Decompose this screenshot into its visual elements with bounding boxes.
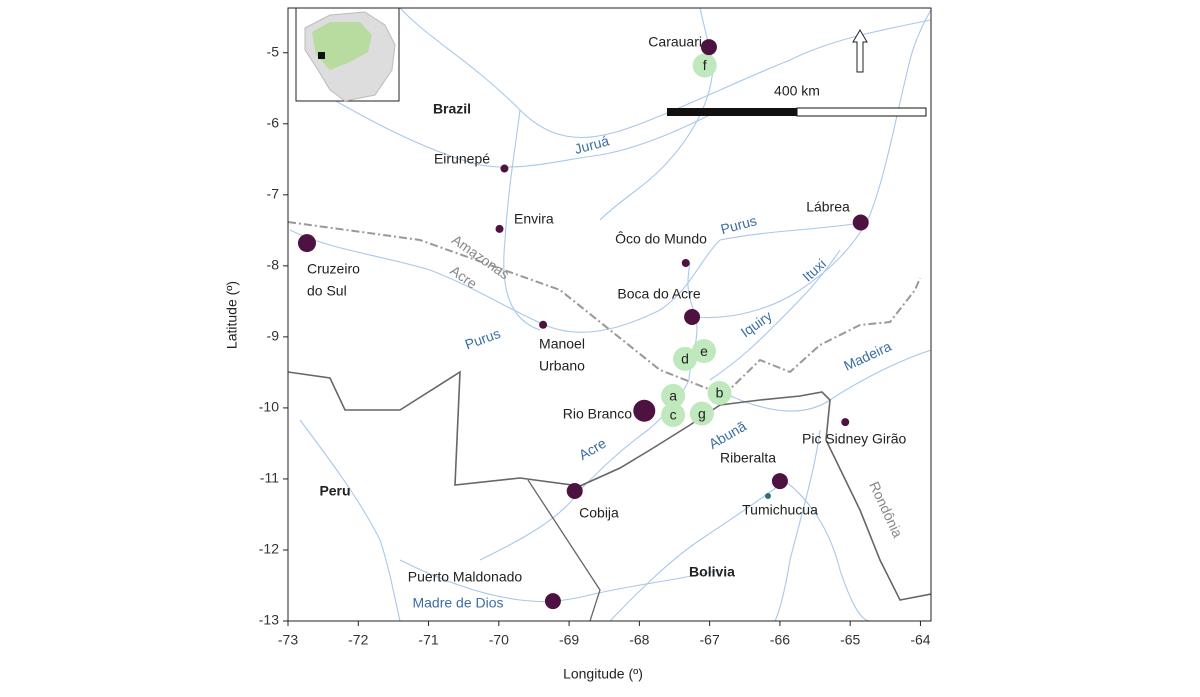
place-label: Riberalta [720, 450, 776, 466]
region-label: Rondônia [866, 479, 906, 540]
site-label: e [700, 343, 708, 359]
place-marker [539, 320, 548, 329]
y-tick-label: -13 [259, 612, 279, 628]
place-label: Carauari [648, 34, 702, 50]
x-tick-label: -71 [418, 632, 438, 648]
river-label: Ituxi [799, 255, 829, 284]
site-label: f [703, 57, 707, 73]
site-marker [689, 401, 714, 426]
place-label: Manoel [539, 336, 585, 352]
y-tick-label: -7 [267, 186, 280, 202]
country-border [288, 370, 931, 601]
place-marker [684, 308, 701, 325]
place-marker [297, 234, 316, 253]
country-label: Brazil [433, 101, 471, 117]
scale-bar-label: 400 km [774, 83, 820, 99]
y-tick-label: -6 [267, 114, 280, 130]
place-label: Tumichucua [742, 502, 818, 518]
places: f d e a b c g Carauari Eirunepé Envira Cruzeiro do … [297, 34, 906, 610]
x-tick-label: -64 [910, 632, 930, 648]
inset-study-area [318, 52, 325, 59]
scale-bar-black [667, 108, 797, 116]
river-label: Purus [463, 325, 503, 353]
country-label: Peru [319, 483, 350, 499]
place-label: Cruzeiro [307, 261, 360, 277]
place-label: Eirunepé [434, 151, 490, 167]
river-label: Abunã [706, 418, 749, 452]
y-tick-label: -11 [260, 470, 279, 486]
place-marker [500, 164, 509, 173]
plot-frame [287, 7, 932, 622]
inset-map [295, 7, 400, 102]
place-label: Rio Branco [563, 406, 632, 422]
site-label: b [716, 385, 724, 401]
x-tick-label: -70 [489, 632, 509, 648]
place-marker [700, 39, 717, 56]
site-marker [692, 339, 717, 364]
place-label: Urbano [539, 358, 585, 374]
inset-amazon [312, 22, 372, 70]
place-label: do Sul [307, 283, 347, 299]
place-marker [852, 214, 869, 231]
north-arrow [852, 29, 868, 73]
place-marker [633, 399, 656, 422]
place-marker [544, 593, 561, 610]
site-label: g [698, 405, 706, 421]
place-marker [495, 224, 504, 233]
region-label: Acre [447, 262, 480, 292]
site-marker [673, 346, 698, 371]
river-label: Purus [719, 212, 758, 237]
place-label: Puerto Maldonado [408, 569, 523, 585]
site-label: a [669, 388, 677, 404]
state-border [288, 221, 725, 396]
river-label: Iquiry [738, 308, 775, 341]
place-label: Lábrea [806, 199, 850, 215]
x-tick-label: -67 [700, 632, 720, 648]
place-marker [681, 259, 690, 268]
place-label: Pic Sidney Girão [802, 431, 906, 447]
y-tick-label: -9 [267, 328, 280, 344]
place-marker [771, 473, 788, 490]
scale-bar: 400 km [667, 83, 927, 117]
country-label: Bolivia [689, 564, 735, 580]
x-tick-label: -65 [840, 632, 860, 648]
state-border [723, 277, 921, 396]
y-tick-label: -8 [267, 257, 280, 273]
rivers [289, 8, 931, 621]
x-tick-label: -69 [559, 632, 579, 648]
place-marker [566, 483, 583, 500]
place-marker [841, 418, 850, 427]
x-tick-label: -72 [348, 632, 368, 648]
x-axis-label: Longitude (º) [563, 666, 643, 682]
x-tick-label: -73 [278, 632, 298, 648]
place-marker [764, 492, 771, 499]
site-marker [692, 53, 717, 78]
background-layer [288, 8, 931, 621]
y-axis-label: Latitude (º) [224, 281, 240, 349]
site-marker [661, 403, 686, 428]
river-label: Madre de Dios [412, 595, 503, 611]
river-label: Acre [576, 435, 609, 463]
scale-bar-white [796, 107, 927, 117]
place-label: Boca do Acre [617, 286, 700, 302]
place-label: Ôco do Mundo [615, 231, 707, 247]
site-label: d [681, 351, 689, 367]
place-label: Cobija [579, 505, 619, 521]
y-tick-label: -10 [259, 399, 279, 415]
x-tick-label: -66 [770, 632, 790, 648]
site-marker [661, 383, 686, 408]
site-marker [707, 380, 732, 405]
site-label: c [670, 407, 677, 423]
country-border [527, 479, 601, 621]
place-label: Envira [514, 211, 554, 227]
x-tick-label: -68 [629, 632, 649, 648]
y-tick-label: -12 [259, 541, 279, 557]
river-label: Juruá [573, 132, 611, 157]
y-tick-label: -5 [267, 43, 280, 59]
